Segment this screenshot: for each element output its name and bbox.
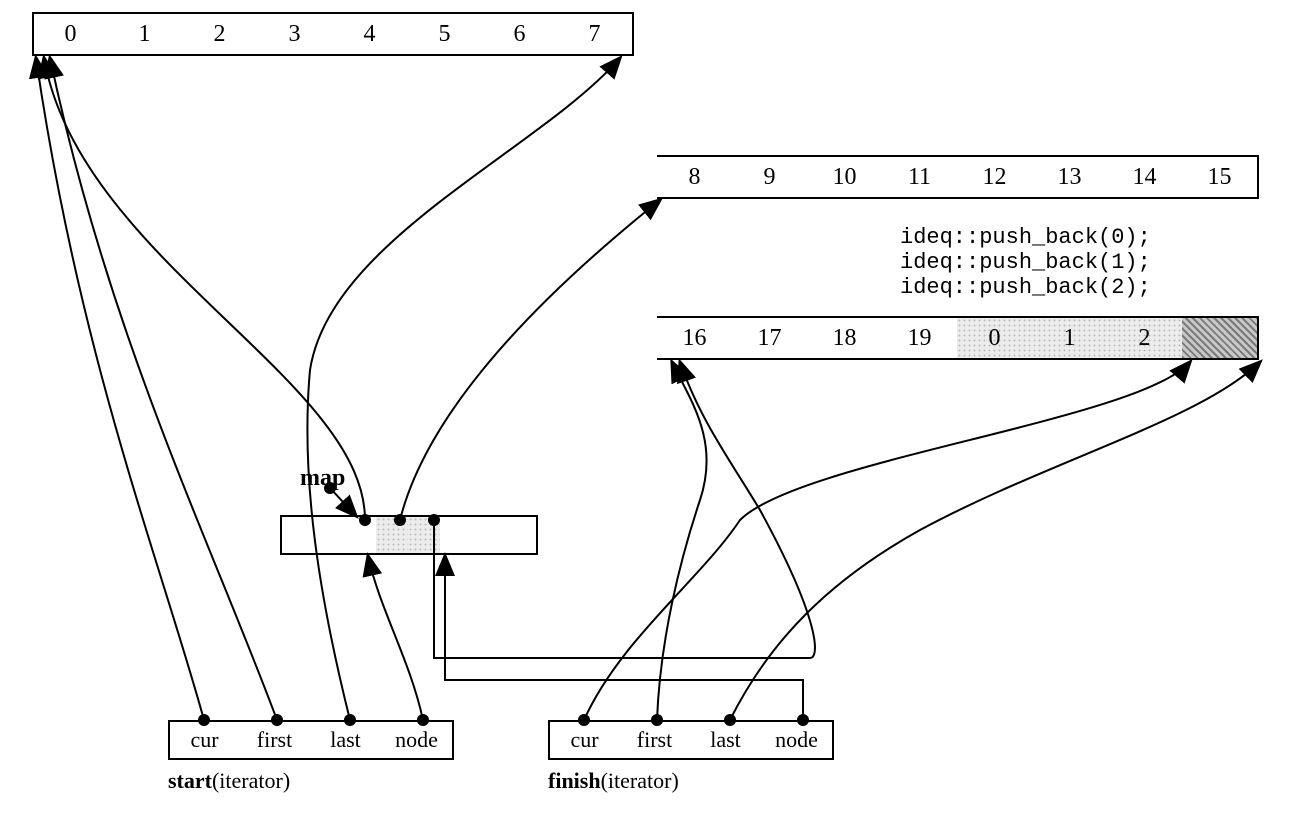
map-cell bbox=[504, 515, 538, 555]
buffer-cell: 5 bbox=[407, 12, 484, 56]
buffer-cell: 4 bbox=[332, 12, 409, 56]
map-label: map bbox=[300, 465, 345, 492]
buffer-cell: 0 bbox=[957, 316, 1034, 360]
start-iterator-label: start(iterator) bbox=[168, 768, 290, 794]
buffer-cell: 15 bbox=[1182, 155, 1259, 199]
map-cell bbox=[312, 515, 346, 555]
arrow-finish-cur bbox=[584, 362, 1190, 720]
buffer-cell: 1 bbox=[1032, 316, 1109, 360]
arrow-map-to-buf0 bbox=[44, 58, 365, 520]
arrow-finish-node bbox=[445, 556, 803, 720]
arrow-map-label bbox=[330, 488, 356, 516]
iterator-field-first: first bbox=[239, 720, 312, 760]
arrow-start-last bbox=[307, 58, 620, 720]
code-block: ideq::push_back(0); ideq::push_back(1); … bbox=[900, 225, 1151, 300]
buffer-cell: 2 bbox=[182, 12, 259, 56]
map-cell bbox=[376, 515, 410, 555]
buffer-cell: 17 bbox=[732, 316, 809, 360]
arrow-map-to-buf1 bbox=[400, 200, 660, 520]
buffer-cell: 1 bbox=[107, 12, 184, 56]
buffer-cell: 6 bbox=[482, 12, 559, 56]
arrow-start-first bbox=[50, 58, 277, 720]
buffer-cell: 9 bbox=[732, 155, 809, 199]
arrow-finish-last bbox=[730, 362, 1260, 720]
buffer-cell bbox=[1182, 316, 1259, 360]
iterator-field-node: node bbox=[761, 720, 834, 760]
buffer-cell: 18 bbox=[807, 316, 884, 360]
iterator-field-last: last bbox=[310, 720, 383, 760]
buffer-cell: 13 bbox=[1032, 155, 1109, 199]
buffer-cell: 0 bbox=[32, 12, 109, 56]
buffer-cell: 3 bbox=[257, 12, 334, 56]
buffer-cell: 14 bbox=[1107, 155, 1184, 199]
buffer-cell: 11 bbox=[882, 155, 959, 199]
iterator-field-node: node bbox=[381, 720, 454, 760]
iterator-field-cur: cur bbox=[548, 720, 621, 760]
buffer-cell: 19 bbox=[882, 316, 959, 360]
buffer-cell: 16 bbox=[657, 316, 734, 360]
arrow-finish-first bbox=[657, 362, 707, 720]
map-cell bbox=[280, 515, 314, 555]
iterator-field-last: last bbox=[690, 720, 763, 760]
map-cell bbox=[472, 515, 506, 555]
map-cell bbox=[408, 515, 442, 555]
buffer-cell: 7 bbox=[557, 12, 634, 56]
arrow-start-cur bbox=[36, 58, 204, 720]
arrow-start-node bbox=[368, 556, 423, 720]
buffer-cell: 2 bbox=[1107, 316, 1184, 360]
buffer-cell: 12 bbox=[957, 155, 1034, 199]
diagram-canvas: 012345678910111213141516171819012 map cu… bbox=[0, 0, 1296, 830]
buffer-cell: 8 bbox=[657, 155, 734, 199]
buffer-cell: 10 bbox=[807, 155, 884, 199]
iterator-field-first: first bbox=[619, 720, 692, 760]
arrow-map-to-buf2 bbox=[434, 362, 815, 658]
map-cell bbox=[440, 515, 474, 555]
iterator-field-cur: cur bbox=[168, 720, 241, 760]
map-cell bbox=[344, 515, 378, 555]
finish-iterator-label: finish(iterator) bbox=[548, 768, 679, 794]
